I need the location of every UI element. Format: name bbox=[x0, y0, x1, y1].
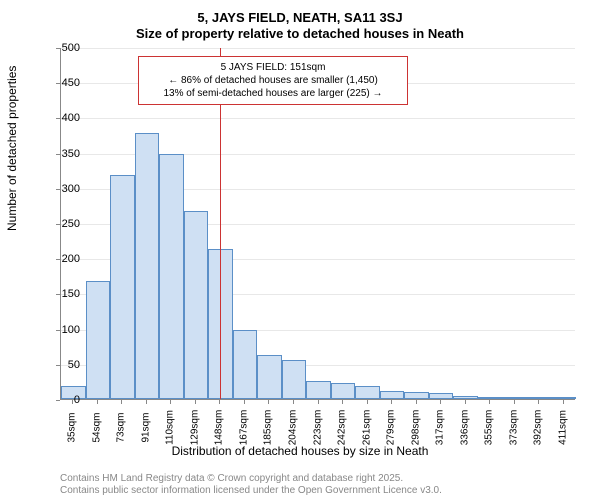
histogram-bar bbox=[478, 397, 503, 399]
x-tick-label: 148sqm bbox=[214, 408, 225, 448]
x-tick bbox=[121, 400, 122, 404]
x-tick bbox=[563, 400, 564, 404]
y-tick-label: 400 bbox=[62, 112, 80, 124]
gridline bbox=[61, 48, 575, 49]
footer-line1: Contains HM Land Registry data © Crown c… bbox=[60, 473, 403, 484]
x-tick bbox=[538, 400, 539, 404]
x-tick-label: 223sqm bbox=[312, 408, 323, 448]
x-tick bbox=[440, 400, 441, 404]
y-tick bbox=[56, 83, 60, 84]
histogram-bar bbox=[355, 386, 380, 399]
y-tick-label: 500 bbox=[62, 42, 80, 54]
y-tick-label: 250 bbox=[62, 218, 80, 230]
x-tick bbox=[268, 400, 269, 404]
y-tick bbox=[56, 294, 60, 295]
y-tick bbox=[56, 259, 60, 260]
x-tick-label: 317sqm bbox=[435, 408, 446, 448]
y-tick bbox=[56, 118, 60, 119]
histogram-bar bbox=[551, 397, 576, 399]
x-tick bbox=[170, 400, 171, 404]
x-tick bbox=[195, 400, 196, 404]
histogram-bar bbox=[453, 396, 478, 399]
y-tick-label: 450 bbox=[62, 77, 80, 89]
x-tick bbox=[318, 400, 319, 404]
y-tick-label: 350 bbox=[62, 148, 80, 160]
histogram-bar bbox=[404, 392, 429, 399]
y-tick-label: 150 bbox=[62, 288, 80, 300]
x-tick-label: 261sqm bbox=[361, 408, 372, 448]
x-tick-label: 336sqm bbox=[459, 408, 470, 448]
y-tick-label: 200 bbox=[62, 253, 80, 265]
y-tick bbox=[56, 330, 60, 331]
chart-container: 5, JAYS FIELD, NEATH, SA11 3SJ Size of p… bbox=[0, 0, 600, 500]
x-tick bbox=[416, 400, 417, 404]
y-tick bbox=[56, 400, 60, 401]
x-tick bbox=[465, 400, 466, 404]
histogram-bar bbox=[527, 397, 552, 399]
x-tick bbox=[342, 400, 343, 404]
chart-title-line2: Size of property relative to detached ho… bbox=[0, 26, 600, 41]
histogram-bar bbox=[502, 397, 527, 399]
y-tick-label: 100 bbox=[62, 324, 80, 336]
annotation-line3: 13% of semi-detached houses are larger (… bbox=[147, 87, 399, 100]
y-tick-label: 0 bbox=[74, 394, 80, 406]
x-tick bbox=[293, 400, 294, 404]
x-tick-label: 110sqm bbox=[165, 408, 176, 448]
histogram-bar bbox=[282, 360, 307, 399]
x-tick-label: 242sqm bbox=[337, 408, 348, 448]
x-tick bbox=[514, 400, 515, 404]
histogram-bar bbox=[257, 355, 282, 399]
x-tick bbox=[244, 400, 245, 404]
y-tick bbox=[56, 48, 60, 49]
y-tick bbox=[56, 189, 60, 190]
y-tick bbox=[56, 365, 60, 366]
y-tick-label: 50 bbox=[68, 359, 80, 371]
x-tick bbox=[219, 400, 220, 404]
histogram-bar bbox=[86, 281, 111, 399]
x-tick-label: 392sqm bbox=[533, 408, 544, 448]
x-tick-label: 279sqm bbox=[386, 408, 397, 448]
gridline bbox=[61, 118, 575, 119]
histogram-bar bbox=[184, 211, 209, 399]
x-tick bbox=[72, 400, 73, 404]
x-tick-label: 91sqm bbox=[140, 408, 151, 448]
chart-title-line1: 5, JAYS FIELD, NEATH, SA11 3SJ bbox=[0, 10, 600, 25]
x-tick bbox=[146, 400, 147, 404]
x-tick bbox=[97, 400, 98, 404]
histogram-bar bbox=[110, 175, 135, 399]
histogram-bar bbox=[135, 133, 160, 399]
histogram-bar bbox=[429, 393, 454, 399]
y-axis-label: Number of detached properties bbox=[5, 66, 19, 231]
x-tick-label: 54sqm bbox=[91, 408, 102, 448]
y-tick-label: 300 bbox=[62, 183, 80, 195]
x-tick-label: 355sqm bbox=[484, 408, 495, 448]
x-tick-label: 185sqm bbox=[263, 408, 274, 448]
y-tick bbox=[56, 154, 60, 155]
x-tick bbox=[489, 400, 490, 404]
x-tick-label: 298sqm bbox=[410, 408, 421, 448]
annotation-line2: ← 86% of detached houses are smaller (1,… bbox=[147, 74, 399, 87]
x-tick-label: 411sqm bbox=[557, 408, 568, 448]
x-tick bbox=[367, 400, 368, 404]
x-tick-label: 167sqm bbox=[238, 408, 249, 448]
x-tick-label: 35sqm bbox=[67, 408, 78, 448]
x-tick-label: 73sqm bbox=[116, 408, 127, 448]
histogram-bar bbox=[331, 383, 356, 399]
footer-line2: Contains public sector information licen… bbox=[60, 485, 442, 496]
y-tick bbox=[56, 224, 60, 225]
annotation-line1: 5 JAYS FIELD: 151sqm bbox=[147, 61, 399, 74]
x-tick-label: 204sqm bbox=[287, 408, 298, 448]
histogram-bar bbox=[306, 381, 331, 399]
histogram-bar bbox=[233, 330, 258, 399]
x-tick bbox=[391, 400, 392, 404]
histogram-bar bbox=[380, 391, 405, 399]
x-tick-label: 373sqm bbox=[508, 408, 519, 448]
annotation-box: 5 JAYS FIELD: 151sqm ← 86% of detached h… bbox=[138, 56, 408, 105]
histogram-bar bbox=[159, 154, 184, 399]
x-tick-label: 129sqm bbox=[189, 408, 200, 448]
